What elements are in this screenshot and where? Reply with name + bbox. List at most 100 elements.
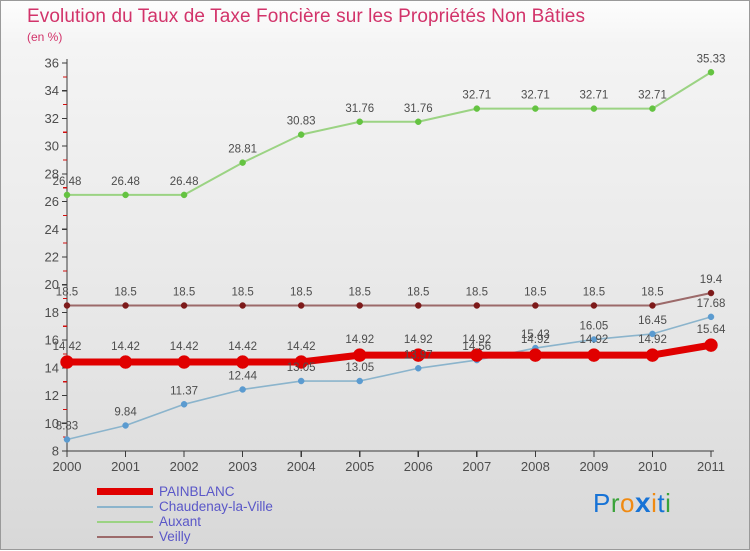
data-point-painblanc-2005	[352, 348, 367, 362]
data-label-auxant-2000: 26.48	[53, 176, 82, 188]
legend-item-auxant[interactable]: Auxant	[97, 514, 427, 529]
data-label-painblanc-2004: 14.42	[287, 341, 316, 353]
series-line-chaudenay-la-ville	[66, 316, 712, 441]
data-label-veilly-2004: 18.5	[290, 287, 312, 299]
data-point-chaudenay-la-ville-2000	[63, 436, 71, 443]
data-point-chaudenay-la-ville-2002	[180, 401, 188, 408]
chart-series	[60, 69, 718, 443]
data-label-veilly-2009: 18.5	[583, 287, 605, 299]
x-axis-tick-label: 2003	[228, 459, 257, 474]
data-point-auxant-2006	[415, 118, 422, 126]
data-point-veilly-2004	[297, 302, 305, 309]
data-point-veilly-2006	[415, 302, 422, 309]
page-title: Evolution du Taux de Taxe Foncière sur l…	[27, 6, 586, 27]
chart-axes: 8 10 12 14 16 18 20 22 24 26 28 30 32 34 36 2000 2001 200…	[45, 56, 725, 475]
data-label-chaudenay-la-ville-2010: 16.45	[638, 315, 667, 327]
data-label-auxant-2005: 31.76	[345, 103, 374, 115]
legend-item-veilly[interactable]: Veilly	[97, 529, 427, 544]
x-axis-tick-label: 2005	[345, 459, 374, 474]
chart-legend: PAINBLANC Chaudenay-la-Ville Auxant Veilly	[97, 484, 427, 544]
data-label-painblanc-2010: 14.92	[638, 334, 667, 346]
data-label-painblanc-2001: 14.42	[111, 341, 140, 353]
data-point-painblanc-2003	[235, 355, 250, 369]
data-point-veilly-2009	[590, 302, 598, 309]
data-label-chaudenay-la-ville-2007: 14.56	[462, 341, 491, 353]
data-point-veilly-2010	[649, 302, 656, 309]
data-point-chaudenay-la-ville-2009	[590, 336, 598, 343]
legend-item-label: PAINBLANC	[159, 484, 235, 499]
data-point-auxant-2004	[297, 131, 305, 138]
legend-item-label: Auxant	[159, 514, 202, 529]
data-point-painblanc-2009	[587, 348, 601, 362]
data-point-painblanc-2004	[294, 355, 308, 369]
data-label-chaudenay-la-ville-2006: 13.97	[404, 349, 433, 361]
data-label-auxant-2008: 32.71	[521, 90, 550, 102]
y-axis-tick-label: 18	[45, 305, 59, 320]
y-axis-tick-label: 24	[45, 222, 59, 237]
legend-item-chaudenay-la-ville[interactable]: Chaudenay-la-Ville	[97, 499, 427, 514]
data-point-auxant-2001	[122, 191, 129, 199]
data-label-chaudenay-la-ville-2003: 12.44	[228, 370, 257, 382]
data-label-chaudenay-la-ville-2001: 9.84	[114, 407, 137, 419]
y-axis-tick-label: 30	[45, 139, 59, 154]
data-label-veilly-2001: 18.5	[114, 287, 136, 299]
y-axis-tick-label: 14	[45, 360, 59, 375]
y-axis-tick-label: 26	[45, 194, 59, 209]
legend-item-label: Chaudenay-la-Ville	[159, 499, 273, 514]
data-point-auxant-2002	[180, 191, 188, 199]
data-point-auxant-2009	[590, 105, 598, 112]
data-label-chaudenay-la-ville-2004: 13.05	[287, 362, 316, 374]
series-line-painblanc	[63, 341, 715, 366]
y-axis-tick-label: 32	[45, 111, 59, 126]
data-point-chaudenay-la-ville-2001	[122, 422, 129, 429]
data-point-veilly-2008	[532, 302, 539, 309]
x-axis-tick-label: 2006	[404, 459, 433, 474]
data-point-veilly-2003	[239, 302, 246, 309]
chart-data-labels: 14.42 14.42 14.42 14.42 14.42 14.92 14.92 14.92…	[53, 53, 726, 432]
data-label-auxant-2006: 31.76	[404, 103, 433, 115]
logo-letter-6: i	[665, 488, 672, 518]
data-point-painblanc-2001	[118, 355, 133, 369]
y-axis-tick-label: 12	[45, 388, 59, 403]
data-label-veilly-2003: 18.5	[231, 287, 253, 299]
data-label-auxant-2004: 30.83	[287, 116, 316, 128]
legend-item-painblanc[interactable]: PAINBLANC	[97, 484, 427, 499]
legend-color-bar	[97, 505, 153, 508]
data-label-painblanc-2005: 14.92	[345, 334, 374, 346]
data-label-painblanc-2007: 14.92	[462, 334, 491, 346]
data-label-chaudenay-la-ville-2008: 15.43	[521, 329, 550, 341]
data-label-auxant-2007: 32.71	[462, 90, 491, 102]
data-label-painblanc-2008: 14.92	[521, 334, 550, 346]
legend-swatch-icon	[97, 520, 153, 523]
data-point-auxant-2010	[649, 105, 656, 112]
x-axis-tick-label: 2008	[521, 459, 550, 474]
series-line-veilly	[66, 292, 712, 307]
y-axis-tick-label: 20	[45, 277, 59, 292]
legend-color-bar	[97, 535, 153, 538]
data-point-chaudenay-la-ville-2003	[239, 386, 246, 393]
data-point-veilly-2005	[356, 302, 363, 309]
x-axis-tick-label: 2011	[697, 459, 725, 474]
data-label-chaudenay-la-ville-2011: 17.68	[697, 298, 726, 310]
data-point-auxant-2008	[532, 105, 539, 112]
data-label-painblanc-2000: 14.42	[53, 341, 82, 353]
data-point-auxant-2011	[707, 69, 715, 76]
data-label-auxant-2009: 32.71	[580, 90, 609, 102]
x-axis-tick-label: 2001	[111, 459, 140, 474]
data-label-veilly-2011: 19.4	[700, 274, 723, 286]
data-label-veilly-2005: 18.5	[349, 287, 371, 299]
legend-swatch-icon	[97, 535, 153, 538]
data-point-veilly-2001	[122, 302, 129, 309]
legend-item-label: Veilly	[159, 529, 191, 544]
y-axis-tick-label: 16	[45, 333, 59, 348]
data-point-chaudenay-la-ville-2005	[356, 377, 363, 385]
proxiti-logo[interactable]: Proxiti	[593, 488, 672, 519]
data-point-auxant-2005	[356, 118, 363, 126]
data-label-chaudenay-la-ville-2000: 8.83	[56, 420, 78, 432]
legend-swatch-icon	[97, 505, 153, 508]
data-label-painblanc-2009: 14.92	[580, 334, 609, 346]
x-axis-tick-label: 2004	[287, 459, 316, 474]
data-label-painblanc-2011: 15.64	[697, 324, 726, 336]
